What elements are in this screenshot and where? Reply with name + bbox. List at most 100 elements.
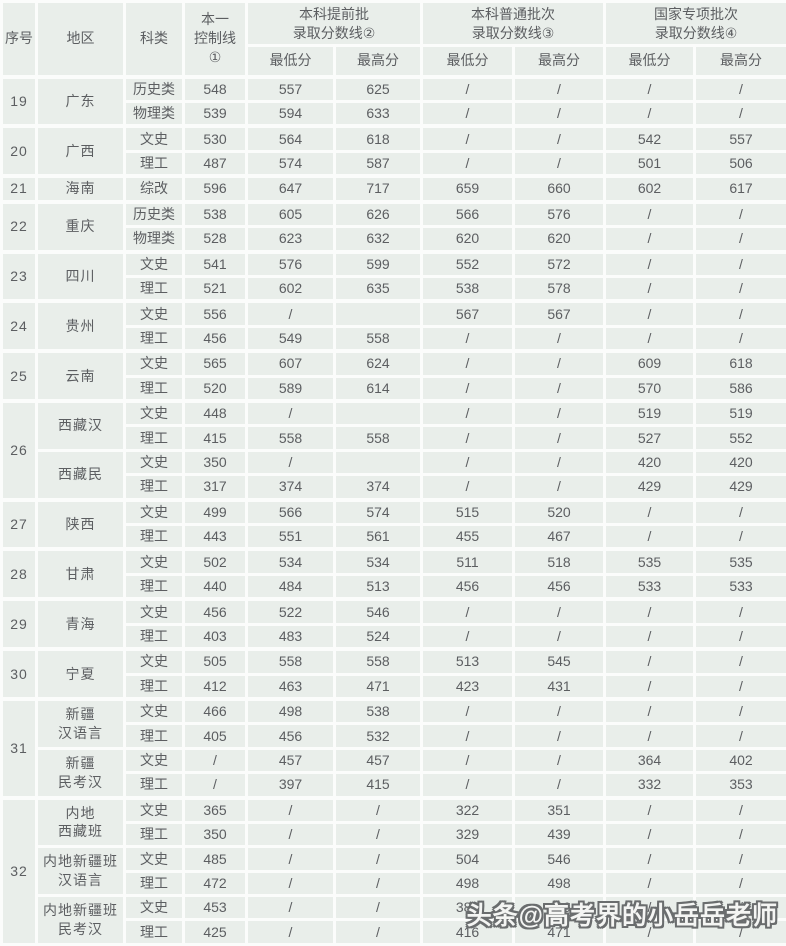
score-cell: 532	[333, 722, 423, 750]
score-cell: /	[420, 473, 515, 502]
score-cell: 519	[603, 399, 696, 428]
score-cell: 412	[182, 672, 248, 701]
score-cell: 471	[333, 672, 423, 701]
table-row: 内地新疆班 汉语言 文史 485//504 546//	[2, 845, 786, 898]
score-cell: 420	[603, 448, 696, 477]
score-cell: 586	[693, 374, 786, 403]
region-cell: 重庆	[35, 199, 126, 253]
score-cell: 632	[333, 225, 423, 253]
score-cell: /	[603, 672, 696, 701]
score-cell: /	[420, 771, 515, 800]
score-cell: /	[603, 497, 696, 527]
category-cell: 理工	[123, 622, 185, 651]
score-cell: 429	[603, 473, 696, 502]
score-cell: 463	[245, 672, 336, 701]
score-cell: 456	[512, 572, 606, 601]
serial-cell: 29	[0, 597, 38, 651]
score-cell: /	[693, 722, 786, 750]
serial-cell: 30	[0, 647, 38, 701]
serial-cell: 25	[0, 349, 38, 403]
table-row: 理工 520 589 614//570 586	[2, 374, 786, 403]
region-cell: 宁夏	[35, 647, 126, 701]
score-cell: 539	[182, 99, 248, 128]
score-cell: /	[512, 99, 606, 128]
header-national-max: 最高分	[693, 44, 786, 78]
region-cell: 新疆 汉语言	[35, 696, 126, 750]
score-cell: 545	[512, 647, 606, 676]
score-cell: /	[512, 771, 606, 800]
score-cell: /	[333, 894, 423, 922]
score-cell: /	[603, 74, 696, 103]
score-cell: /	[245, 795, 336, 824]
score-cell: /	[512, 448, 606, 477]
category-cell: 理工	[123, 473, 185, 502]
score-cell: 522	[245, 597, 336, 626]
table-header: 序号 地区 科类 本一 控制线 ① 本科提前批 录取分数线② 本科普通批次 录取…	[0, 0, 786, 78]
score-cell: 607	[245, 349, 336, 378]
score-cell: /	[693, 845, 786, 873]
score-cell: /	[603, 199, 696, 229]
score-cell: 623	[245, 225, 336, 253]
score-cell: 551	[245, 523, 336, 551]
score-cell: /	[245, 820, 336, 849]
score-cell: /	[603, 99, 696, 128]
category-cell: 理工	[123, 424, 185, 452]
score-cell: /	[603, 820, 696, 849]
serial-cell: 27	[0, 497, 38, 551]
score-cell: /	[420, 324, 515, 353]
score-cell: 457	[333, 746, 423, 775]
score-cell: 403	[182, 622, 248, 651]
score-cell: 602	[603, 174, 696, 204]
score-cell: 350	[182, 448, 248, 477]
category-cell: 理工	[123, 274, 185, 303]
score-cell: 502	[182, 547, 248, 576]
score-cell: 557	[245, 74, 336, 103]
score-cell: 620	[512, 225, 606, 253]
table-row: 理工/397 415//332 353	[2, 771, 786, 800]
score-cell: 519	[693, 399, 786, 428]
score-cell: 456	[182, 324, 248, 353]
score-cell: 533	[693, 572, 786, 601]
score-cell: 365	[182, 795, 248, 824]
score-cell: /	[693, 918, 786, 946]
score-cell: /	[420, 374, 515, 403]
table-row: 25 云南 文史 565 607 624//609 618	[0, 349, 786, 403]
region-cell: 西藏汉	[35, 399, 126, 452]
score-cell: 589	[245, 374, 336, 403]
score-cell: /	[420, 722, 515, 750]
score-cell: 625	[333, 74, 423, 103]
table-row: 24 贵州 文史 556/567 567//	[0, 299, 786, 353]
table-row: 西藏民 文史 350///420 420	[2, 448, 786, 502]
table-row: 理工 350//329 439//	[2, 820, 786, 849]
score-cell: 456	[182, 597, 248, 626]
score-cell: /	[693, 299, 786, 328]
region-cell: 广东	[35, 74, 126, 128]
score-cell	[333, 299, 423, 328]
score-cell: 415	[182, 424, 248, 452]
score-cell: /	[512, 124, 606, 153]
region-cell: 云南	[35, 349, 126, 403]
score-cell: 467	[512, 523, 606, 551]
category-cell: 文史	[123, 124, 185, 153]
score-cell: /	[512, 424, 606, 452]
table-row: 理工 405 456 532// / /	[2, 722, 786, 750]
score-cell: 520	[182, 374, 248, 403]
score-cell: /	[603, 324, 696, 353]
score-cell: /	[420, 74, 515, 103]
score-cell: 528	[182, 225, 248, 253]
score-cell: /	[333, 795, 423, 824]
score-cell: 499	[182, 497, 248, 527]
table-row: 28 甘肃 文史 502 534 534 511 518 535 535	[0, 547, 786, 601]
score-cell: 564	[245, 124, 336, 153]
region-cell: 广西	[35, 124, 126, 178]
score-cell: /	[512, 74, 606, 103]
score-cell	[333, 448, 423, 477]
table-row: 理工 415 558 558//527 552	[2, 424, 786, 452]
category-cell: 物理类	[123, 225, 185, 253]
score-cell: 429	[693, 473, 786, 502]
table-row: 理工 425//416 471//	[2, 918, 786, 946]
score-cell: /	[420, 399, 515, 428]
score-cell: /	[182, 771, 248, 800]
header-row-2: 最低分 最高分 最低分 最高分 最低分 最高分	[2, 44, 786, 78]
